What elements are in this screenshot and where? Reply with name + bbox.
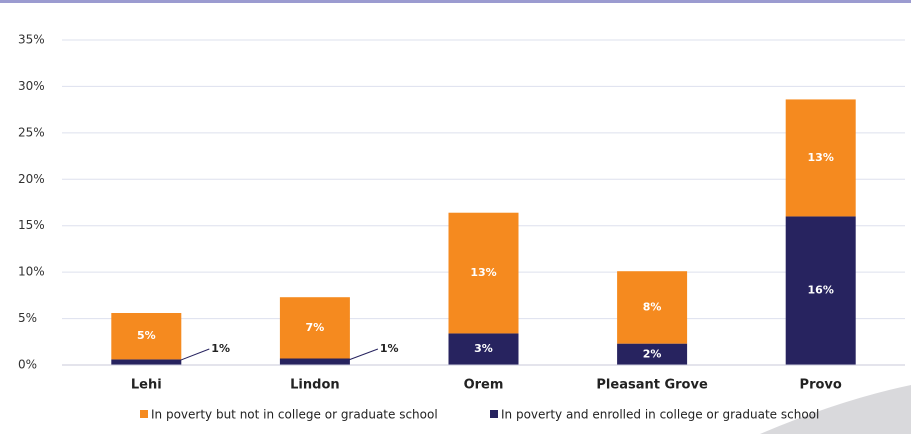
bar-segment xyxy=(617,343,688,365)
background-decoration xyxy=(760,385,911,434)
y-tick-label: 20% xyxy=(18,172,45,186)
leader-line xyxy=(343,348,379,363)
y-tick-label: 30% xyxy=(18,79,45,93)
x-tick-label: Provo xyxy=(800,378,842,393)
bar-segment xyxy=(279,297,350,359)
bar-segment xyxy=(279,358,350,365)
value-label: 3% xyxy=(474,342,493,355)
top-border xyxy=(0,0,911,3)
bar-segment xyxy=(448,333,519,365)
value-label: 1% xyxy=(380,342,399,355)
bar-segment xyxy=(785,216,856,365)
value-label: 5% xyxy=(137,329,156,342)
value-label: 2% xyxy=(643,347,662,360)
y-tick-label: 35% xyxy=(18,33,45,47)
value-label: 13% xyxy=(808,151,834,164)
bar-segment xyxy=(448,212,519,334)
leader-line xyxy=(175,348,210,363)
legend-swatch xyxy=(490,410,498,418)
x-tick-label: Pleasant Grove xyxy=(596,378,708,393)
legend-label: In poverty and enrolled in college or gr… xyxy=(501,408,819,422)
bar-segment xyxy=(617,271,688,344)
bar-segment xyxy=(111,313,182,360)
bar-segment xyxy=(785,99,856,217)
value-label: 16% xyxy=(808,284,834,297)
x-tick-label: Lehi xyxy=(131,378,162,393)
y-tick-label: 10% xyxy=(18,265,45,279)
y-tick-label: 0% xyxy=(18,358,37,372)
bar-segment xyxy=(111,359,182,365)
value-label: 8% xyxy=(643,300,662,313)
y-tick-label: 5% xyxy=(18,311,37,325)
value-label: 7% xyxy=(306,321,325,334)
y-tick-label: 25% xyxy=(18,125,45,139)
x-tick-label: Orem xyxy=(464,378,504,393)
value-label: 1% xyxy=(211,342,230,355)
x-tick-label: Lindon xyxy=(290,378,340,393)
value-label: 13% xyxy=(470,266,496,279)
y-tick-label: 15% xyxy=(18,218,45,232)
legend-label: In poverty but not in college or graduat… xyxy=(151,408,438,422)
legend-swatch xyxy=(140,410,148,418)
